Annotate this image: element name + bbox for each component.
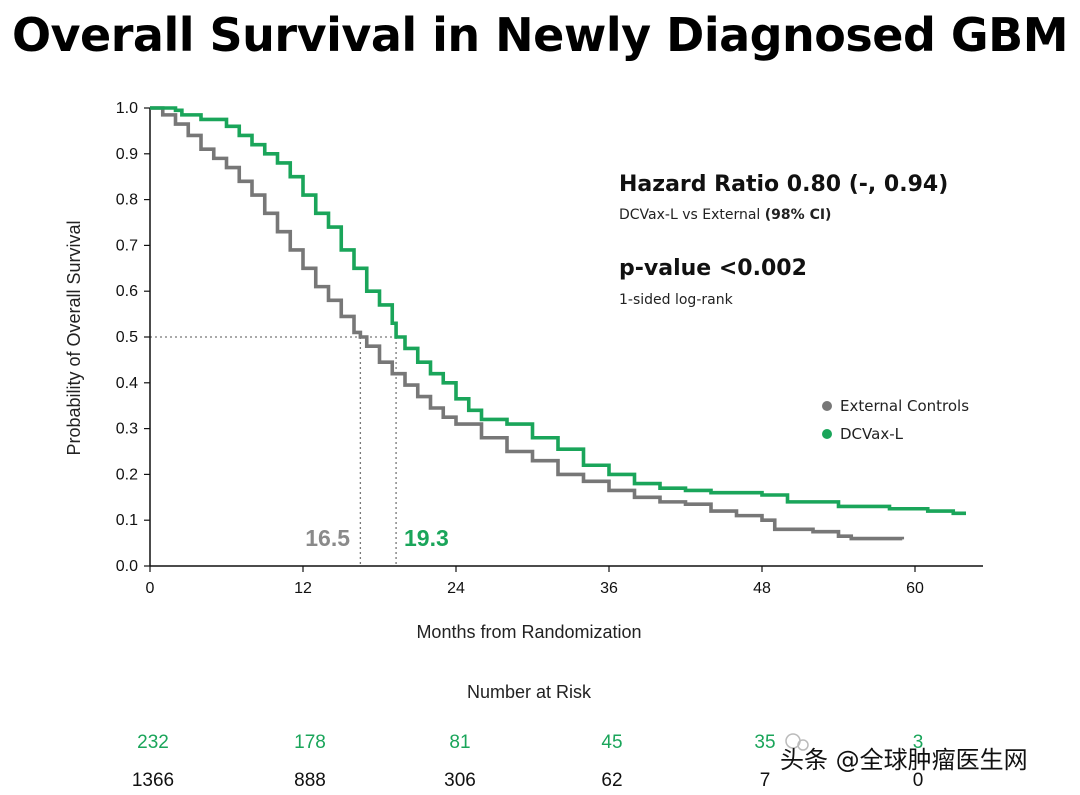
risk-dcvax-value: 178 [294, 732, 326, 753]
median-label-external: 16.5 [305, 525, 350, 551]
y-tick-label: 0.8 [116, 192, 138, 209]
y-tick-label: 0.2 [116, 466, 138, 483]
y-axis-label: Probability of Overall Survival [64, 220, 84, 455]
legend-label-dcvax: DCVax-L [840, 425, 904, 443]
legend-marker-external [822, 401, 832, 411]
y-tick-label: 0.0 [116, 558, 138, 575]
y-tick-label: 1.0 [116, 100, 138, 117]
legend-label-external: External Controls [840, 397, 969, 415]
y-tick-label: 0.6 [116, 283, 138, 300]
y-tick-label: 0.5 [116, 329, 138, 346]
x-tick-label: 12 [294, 580, 312, 597]
survival-curves [150, 106, 966, 541]
y-tick-label: 0.4 [116, 375, 138, 392]
number-at-risk-title: Number at Risk [467, 682, 592, 702]
hazard-ratio-title: Hazard Ratio 0.80 (-, 0.94) [619, 172, 948, 197]
reference-lines [150, 336, 397, 566]
x-tick-label: 48 [753, 580, 771, 597]
risk-dcvax-value: 232 [137, 732, 169, 753]
axes: 0.0 0.1 0.2 0.3 0.4 0.5 0.6 0.7 0.8 0.9 1.0 0 12 24 36… [116, 100, 983, 597]
hazard-ratio-subtitle: DCVax-L vs External (98% CI) [619, 207, 831, 223]
slide-title: Overall Survival in Newly Diagnosed GBM [11, 8, 1069, 62]
risk-external-value: 7 [760, 770, 771, 791]
risk-external-value: 1366 [132, 770, 174, 791]
y-tick-label: 0.3 [116, 421, 138, 438]
y-tick-label: 0.1 [116, 512, 138, 529]
watermark: 头条 @全球肿瘤医生网 [780, 733, 1028, 774]
x-tick-label: 24 [447, 580, 465, 597]
x-axis-label: Months from Randomization [416, 622, 641, 642]
y-tick-label: 0.7 [116, 237, 138, 254]
number-at-risk-table: 232 178 81 45 35 3 1366 888 306 62 7 0 [132, 732, 923, 791]
risk-dcvax-value: 35 [754, 732, 775, 753]
curve-dcvax-l [150, 106, 966, 516]
risk-external-value: 62 [601, 770, 622, 791]
y-tick-label: 0.9 [116, 146, 138, 163]
risk-dcvax-value: 81 [449, 732, 470, 753]
x-tick-label: 36 [600, 580, 618, 597]
legend-marker-dcvax [822, 429, 832, 439]
risk-external-value: 0 [913, 770, 924, 791]
risk-dcvax-value: 3 [913, 732, 924, 753]
p-value-subtitle: 1-sided log-rank [619, 292, 734, 308]
curve-external-controls [150, 106, 905, 541]
watermark-logo-icon [785, 733, 809, 751]
legend: External Controls DCVax-L [822, 397, 969, 443]
risk-dcvax-value: 45 [601, 732, 622, 753]
watermark-text: 头条 @全球肿瘤医生网 [780, 746, 1028, 774]
risk-external-value: 888 [294, 770, 326, 791]
x-tick-label: 60 [906, 580, 924, 597]
x-tick-label: 0 [146, 580, 155, 597]
risk-external-value: 306 [444, 770, 476, 791]
p-value-title: p-value <0.002 [619, 256, 807, 281]
median-label-dcvax: 19.3 [404, 525, 449, 551]
